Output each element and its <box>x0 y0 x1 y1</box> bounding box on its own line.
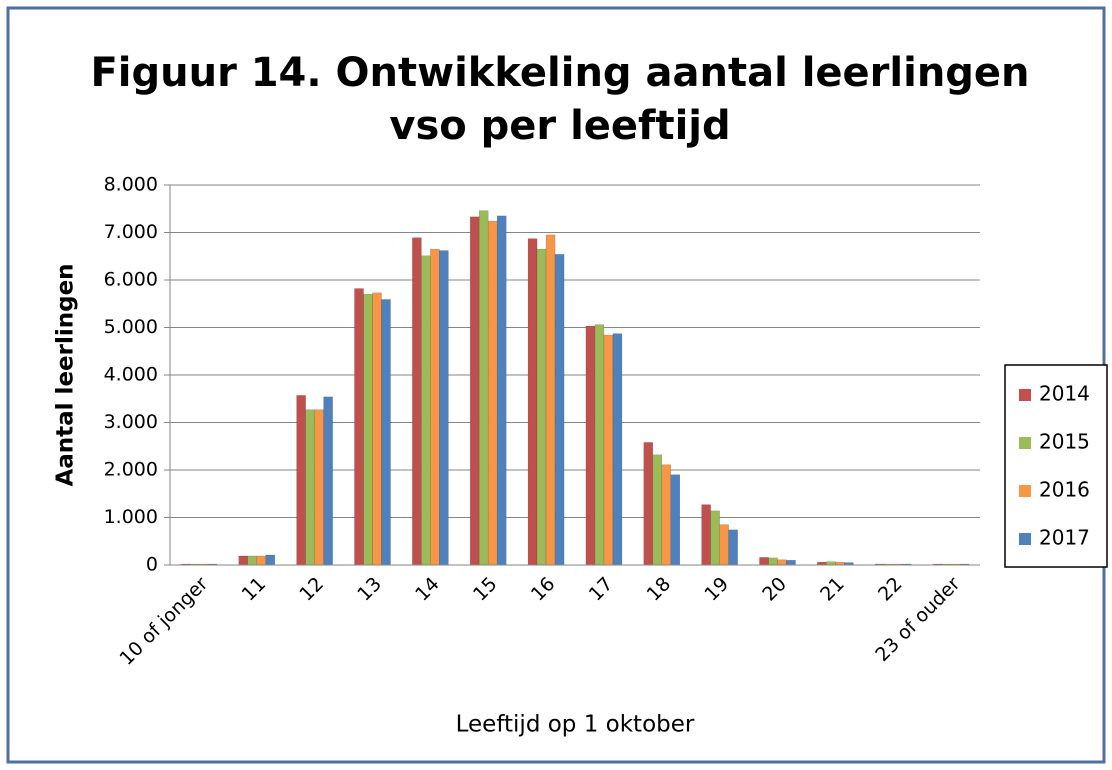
legend-label: 2015 <box>1039 430 1090 454</box>
y-tick-label: 3.000 <box>104 411 158 433</box>
bar <box>661 464 672 566</box>
bar <box>256 555 267 566</box>
bar <box>496 215 507 566</box>
bar <box>478 210 489 566</box>
bar <box>768 557 778 566</box>
bar <box>603 334 614 566</box>
bar <box>421 255 431 566</box>
bar <box>670 474 681 566</box>
chart-title: Figuur 14. Ontwikkeling aantal leerlinge… <box>90 50 1029 96</box>
legend-label: 2016 <box>1039 478 1090 502</box>
bar <box>354 288 364 566</box>
y-tick-label: 8.000 <box>104 174 158 196</box>
legend-swatch <box>1019 389 1031 401</box>
bar <box>265 554 276 566</box>
bar <box>612 333 623 566</box>
bar <box>710 510 720 566</box>
bar <box>786 560 796 566</box>
chart-title: vso per leeftijd <box>389 103 730 149</box>
y-tick-label: 1.000 <box>104 506 158 528</box>
bar <box>439 250 449 566</box>
bar <box>777 559 787 566</box>
legend-label: 2017 <box>1039 526 1090 550</box>
y-tick-label: 4.000 <box>104 364 158 386</box>
bar <box>527 238 538 566</box>
bar <box>296 395 306 566</box>
bar <box>652 454 663 566</box>
bar <box>487 220 498 566</box>
y-tick-label: 0 <box>146 554 158 576</box>
bar <box>381 299 391 566</box>
bar <box>719 524 729 566</box>
y-tick-label: 2.000 <box>104 459 158 481</box>
bar <box>536 248 547 566</box>
y-axis-title: Aantal leerlingen <box>53 263 79 486</box>
bar <box>430 248 440 566</box>
bar <box>323 396 333 566</box>
bar <box>247 555 258 566</box>
legend-label: 2014 <box>1039 382 1090 406</box>
bar <box>314 409 324 566</box>
legend-swatch <box>1019 437 1031 449</box>
bar <box>643 442 654 566</box>
bar <box>728 529 738 566</box>
legend-swatch <box>1019 533 1031 545</box>
bar <box>585 325 596 566</box>
bar <box>372 292 382 566</box>
legend-swatch <box>1019 485 1031 497</box>
bar <box>545 234 556 566</box>
bar <box>594 324 605 566</box>
bar <box>238 555 249 566</box>
bar <box>305 409 315 566</box>
y-tick-label: 7.000 <box>104 221 158 243</box>
bar <box>469 216 480 566</box>
bar <box>701 504 711 566</box>
y-tick-label: 6.000 <box>104 269 158 291</box>
bar <box>554 254 565 566</box>
bar <box>412 237 422 566</box>
bar <box>759 557 769 566</box>
y-tick-label: 5.000 <box>104 316 158 338</box>
x-axis-title: Leeftijd op 1 oktober <box>456 712 695 738</box>
bar <box>363 294 373 566</box>
